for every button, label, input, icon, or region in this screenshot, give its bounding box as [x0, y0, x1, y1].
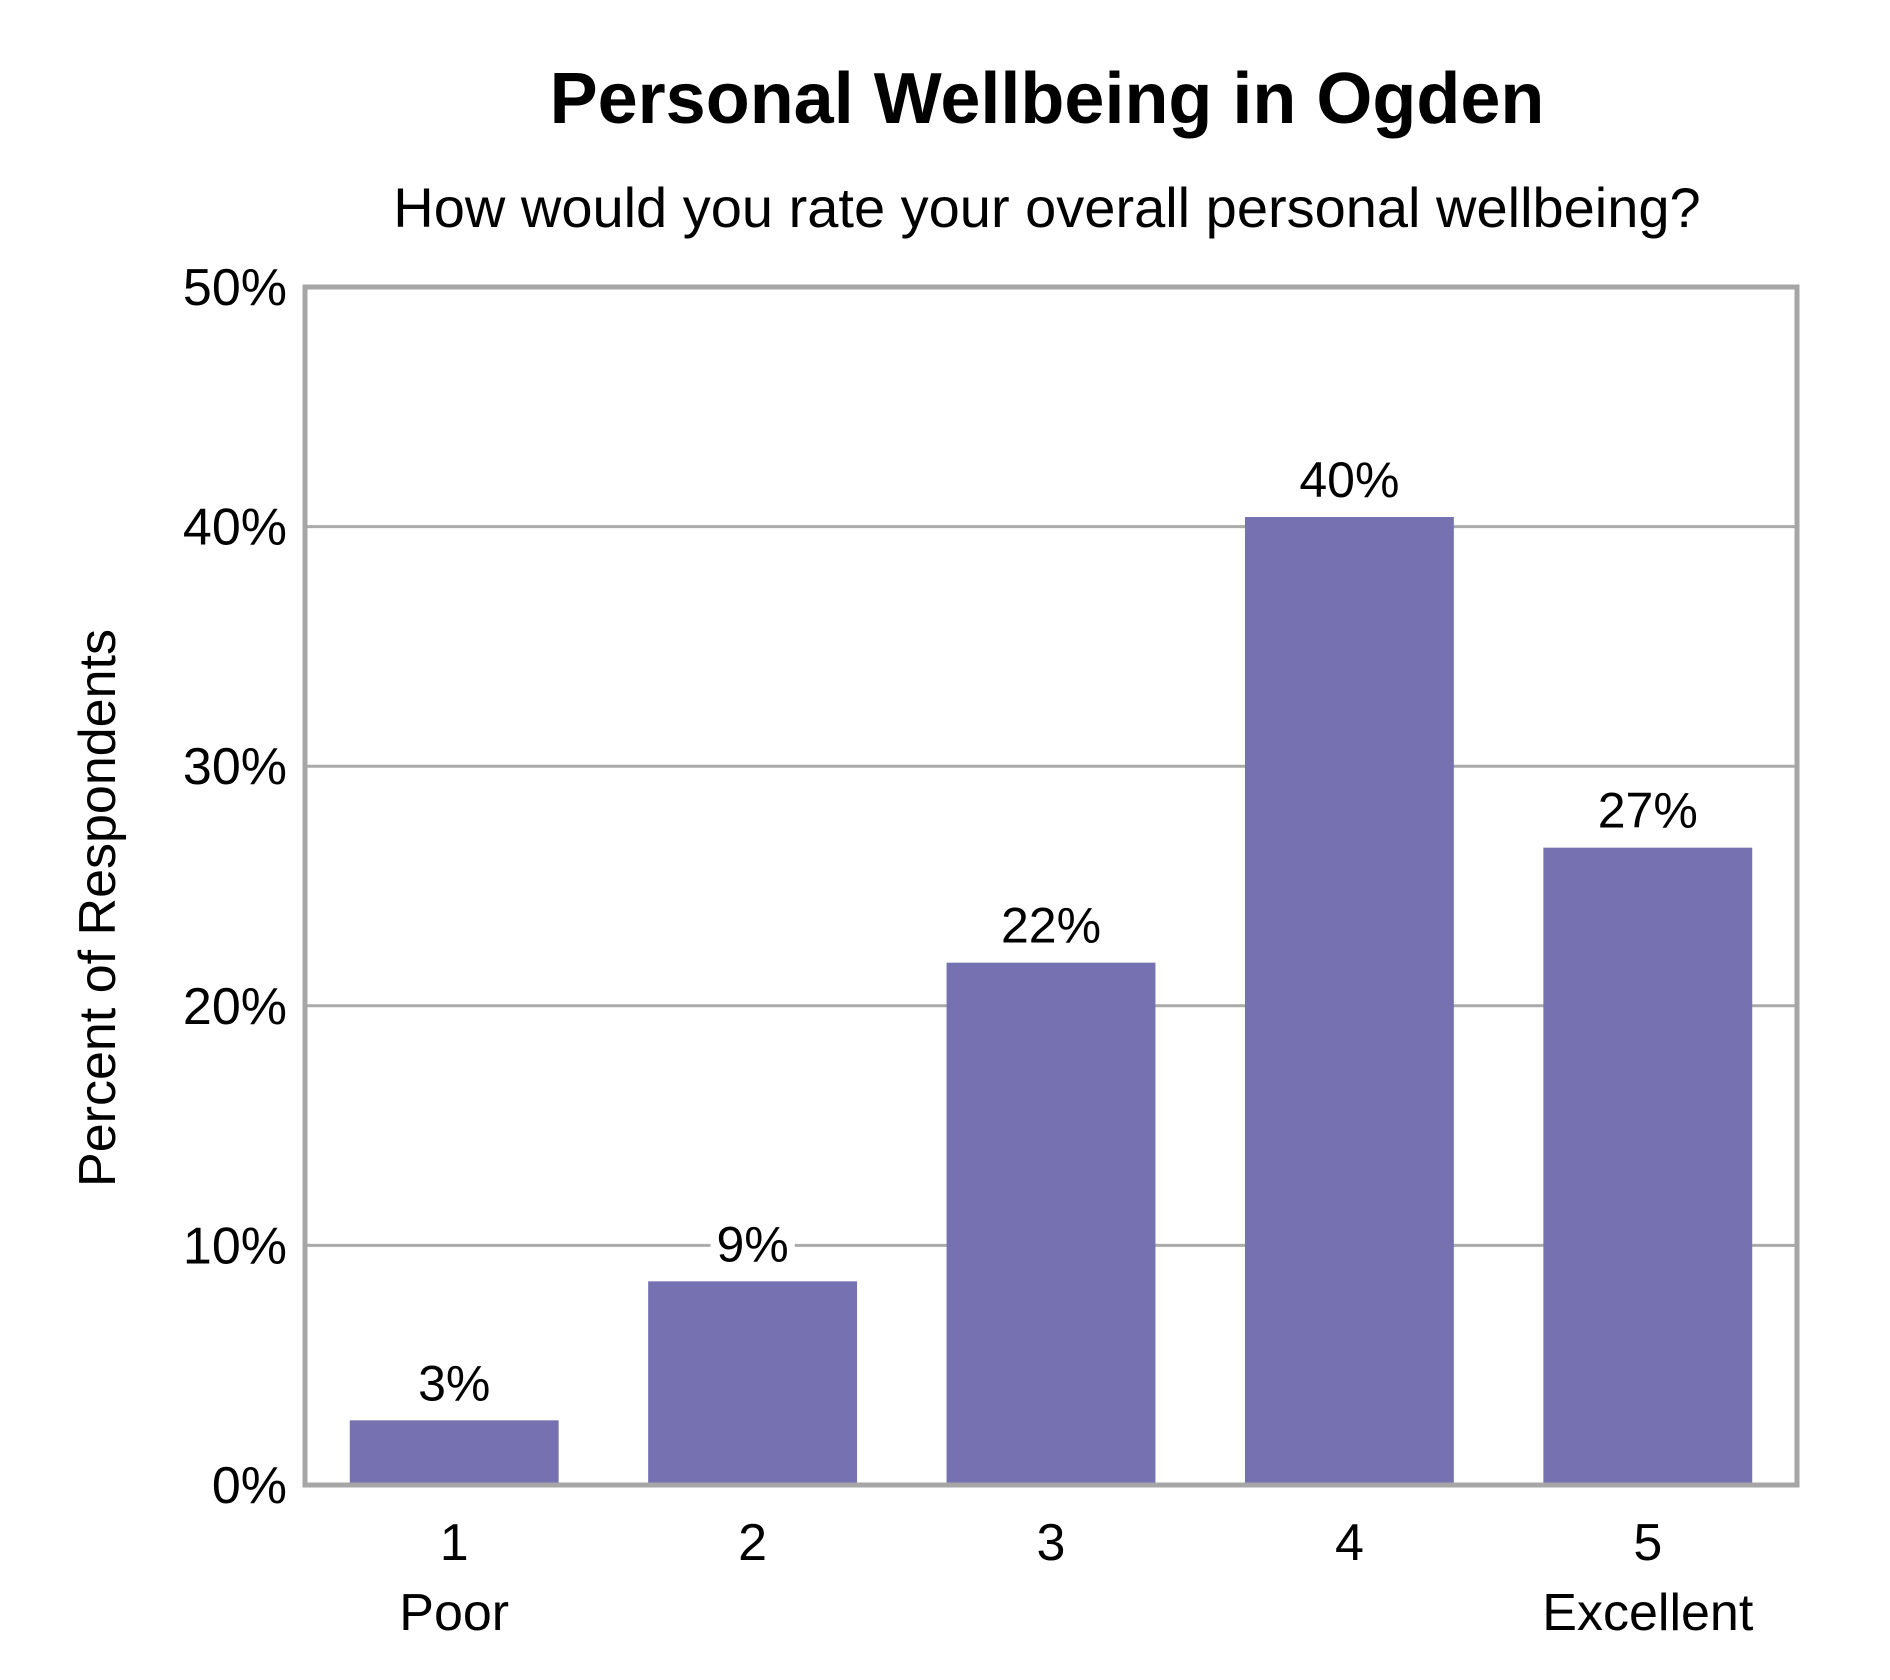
data-label-background [1293, 452, 1406, 509]
y-tick-label: 50% [183, 259, 287, 317]
x-tick-label: 2 [738, 1514, 767, 1572]
bars [349, 517, 1753, 1485]
x-tick-label: 3 [1037, 1514, 1066, 1572]
y-tick-label: 40% [183, 499, 287, 557]
bar-5 [1543, 847, 1753, 1485]
y-tick-label: 0% [212, 1457, 287, 1515]
labels: 0% 10% 20% 30% 40% 50% 3% 1 Poor 9% 2 22% 3 40% 4 27% 5 E… [183, 259, 1754, 1642]
y-tick-label: 10% [183, 1217, 287, 1275]
bar-2 [648, 1281, 858, 1485]
data-label-background [994, 897, 1108, 954]
data-label: 22% [1001, 898, 1101, 954]
bar-3 [946, 962, 1156, 1485]
x-tick-sublabel: Poor [399, 1584, 509, 1642]
bar-1 [349, 1420, 559, 1485]
data-label-background [1591, 782, 1704, 839]
data-label: 40% [1299, 452, 1399, 508]
plot-border [302, 284, 1800, 1488]
x-tick-label: 5 [1633, 1514, 1662, 1572]
data-label-background [710, 1216, 795, 1273]
x-tick-label: 1 [440, 1514, 469, 1572]
x-tick-label: 4 [1335, 1514, 1364, 1572]
plot-frame [302, 284, 1800, 1488]
chart-subtitle: How would you rate your overall personal… [393, 176, 1700, 239]
y-tick-label: 20% [183, 978, 287, 1036]
y-tick-label: 30% [183, 738, 287, 796]
x-tick-sublabel: Excellent [1542, 1584, 1754, 1642]
data-label: 3% [418, 1355, 490, 1411]
data-label-background [412, 1355, 497, 1412]
data-label: 27% [1598, 783, 1698, 839]
data-label: 9% [716, 1216, 788, 1272]
chart-title: Personal Wellbeing in Ogden [550, 59, 1545, 139]
bar-4 [1244, 517, 1454, 1485]
y-axis-label: Percent of Respondents [69, 629, 127, 1187]
